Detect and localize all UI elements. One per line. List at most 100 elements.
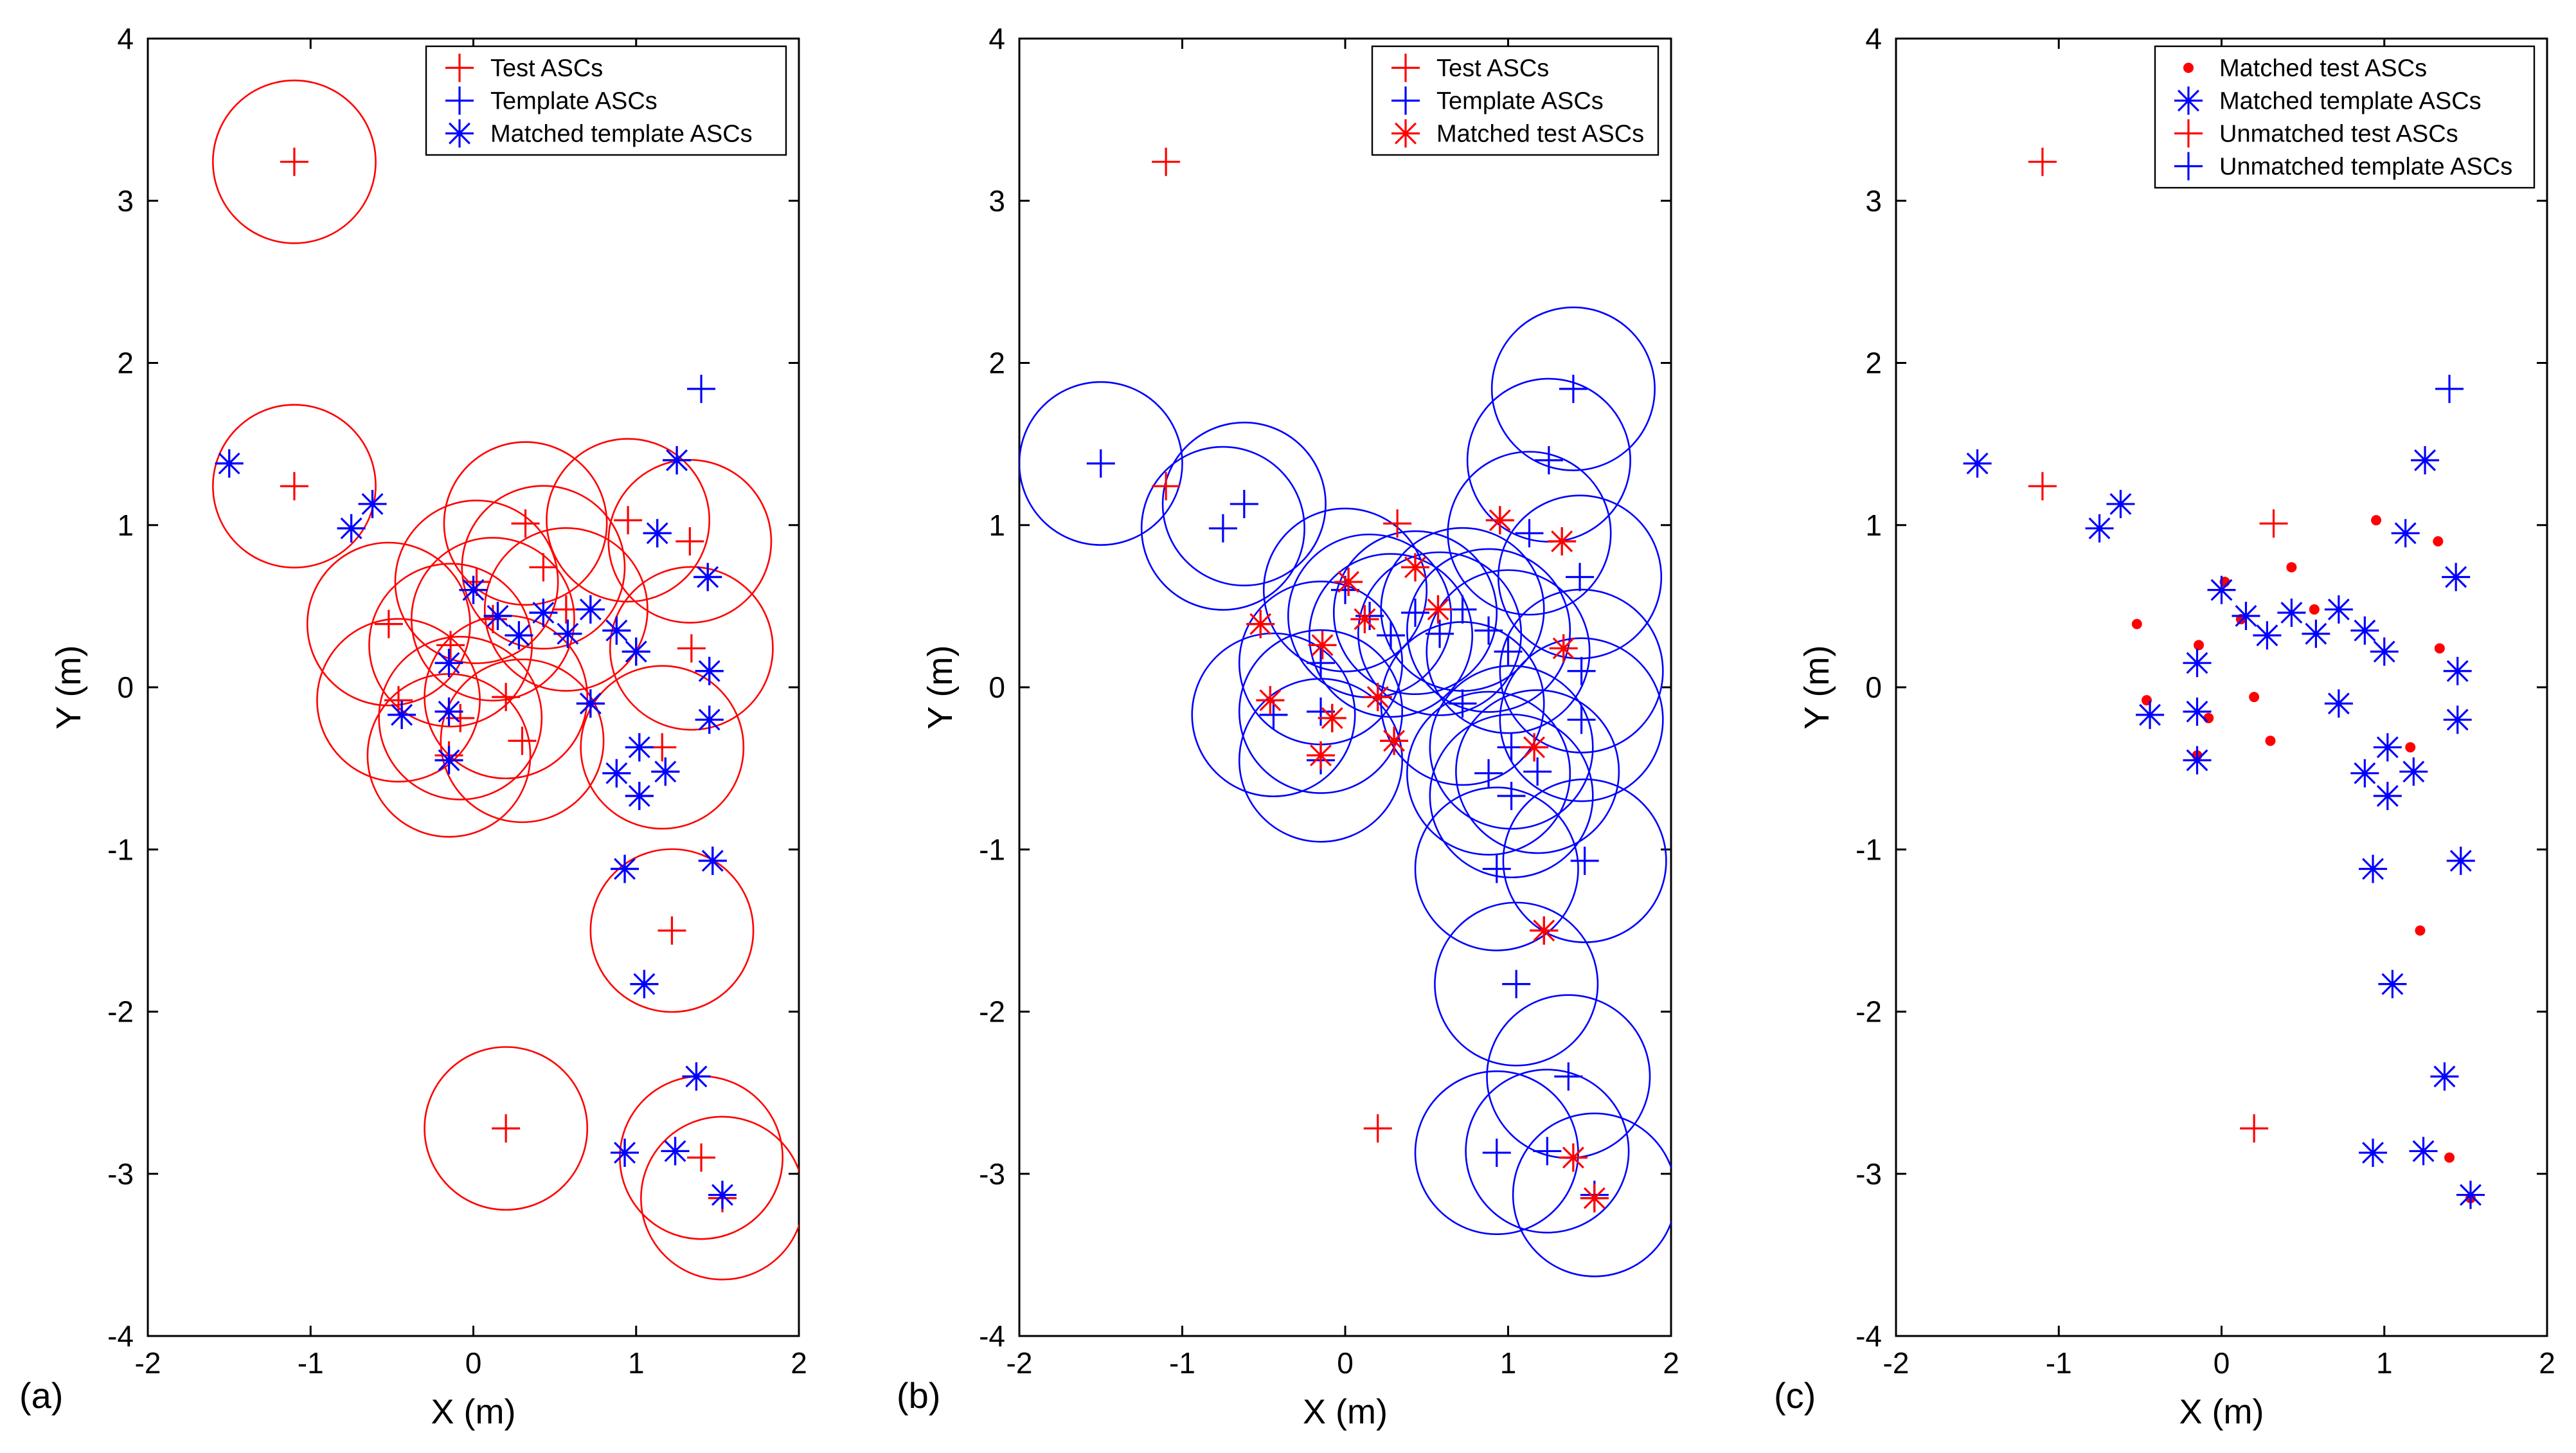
matched-template-ascs-point bbox=[698, 846, 727, 875]
y-axis-label: Y (m) bbox=[49, 645, 88, 730]
template-ascs-point bbox=[1567, 656, 1596, 685]
panel-letter: (c) bbox=[1774, 1375, 1816, 1416]
template-ascs-point bbox=[1497, 782, 1526, 811]
matched-template-ascs-point bbox=[2253, 621, 2282, 650]
legend-marker bbox=[445, 53, 474, 82]
matched-test-ascs-point bbox=[2309, 604, 2320, 615]
match-radius-circle bbox=[1499, 637, 1664, 802]
legend-label: Matched template ASCs bbox=[490, 121, 753, 148]
y-axis-label: Y (m) bbox=[921, 645, 960, 730]
matched-template-ascs-point bbox=[2183, 649, 2212, 678]
legend-marker bbox=[1391, 86, 1420, 115]
chart-panel: -2 -1 0 1 2 -4 -3 -2 -1 0 1 2 3 4 X (m) Y (m) (b) Test AS… bbox=[897, 22, 1679, 1431]
y-tick-label: -4 bbox=[1856, 1319, 1882, 1353]
legend: Test ASCs Template ASCs Matched template A… bbox=[425, 45, 787, 156]
template-ascs-point bbox=[1534, 446, 1563, 474]
template-ascs-point bbox=[1448, 595, 1477, 624]
matched-template-ascs-point bbox=[2277, 598, 2306, 627]
y-tick-label: 3 bbox=[1865, 184, 1882, 217]
x-tick-label: 0 bbox=[2214, 1346, 2230, 1380]
template-ascs-point bbox=[1306, 649, 1335, 678]
panel-letter: (b) bbox=[897, 1375, 940, 1416]
matched-template-ascs-point bbox=[1963, 449, 1992, 478]
match-radius-circle bbox=[211, 404, 377, 569]
data-layer bbox=[211, 79, 799, 1281]
x-tick-label: 1 bbox=[2376, 1346, 2393, 1380]
match-radius-circle bbox=[1434, 901, 1599, 1067]
unmatched-test-ascs-point bbox=[2028, 472, 2057, 501]
legend-label: Matched template ASCs bbox=[2219, 88, 2482, 115]
matched-test-ascs-point bbox=[1350, 605, 1379, 634]
legend-box bbox=[425, 45, 787, 156]
legend: Matched test ASCs Matched template ASCs Un… bbox=[2154, 45, 2536, 189]
test-ascs-point bbox=[675, 527, 704, 555]
legend-marker bbox=[2174, 152, 2203, 181]
legend-label: Unmatched template ASCs bbox=[2219, 154, 2512, 181]
match-radius-circle bbox=[1447, 451, 1612, 616]
template-ascs-point bbox=[1426, 619, 1454, 648]
match-radius-circle bbox=[440, 658, 605, 824]
matched-template-ascs-point bbox=[529, 598, 558, 627]
y-tick-label: -2 bbox=[107, 995, 134, 1029]
template-ascs-point bbox=[1448, 689, 1477, 718]
legend-marker bbox=[445, 119, 474, 148]
y-tick-label: -4 bbox=[979, 1319, 1005, 1353]
x-tick-label: -1 bbox=[2046, 1346, 2072, 1380]
x-tick-label: 0 bbox=[1337, 1346, 1354, 1380]
template-ascs-point bbox=[1208, 514, 1237, 543]
match-radius-circle bbox=[410, 537, 575, 701]
matched-test-ascs-point bbox=[1246, 609, 1275, 638]
matched-template-ascs-point bbox=[2446, 846, 2475, 875]
legend-label: Test ASCs bbox=[1436, 55, 1549, 82]
matched-template-ascs-point bbox=[2443, 656, 2472, 685]
match-radius-circle bbox=[589, 848, 755, 1013]
matched-test-ascs-point bbox=[2433, 536, 2444, 546]
matched-template-ascs-point bbox=[708, 1180, 737, 1209]
test-ascs-point bbox=[436, 631, 465, 660]
legend-label: Template ASCs bbox=[1436, 88, 1604, 115]
matched-template-ascs-point bbox=[651, 757, 680, 786]
test-ascs-point bbox=[478, 605, 507, 634]
matched-template-ascs-point bbox=[661, 1137, 690, 1166]
legend-label: Template ASCs bbox=[490, 88, 657, 115]
match-radius-circle bbox=[368, 563, 533, 728]
template-ascs-point bbox=[1474, 759, 1503, 788]
matched-test-ascs-point bbox=[1380, 726, 1409, 755]
matched-test-ascs-point bbox=[2131, 618, 2142, 629]
y-tick-label: 2 bbox=[117, 347, 134, 380]
y-tick-label: -4 bbox=[107, 1319, 134, 1353]
match-radius-circle bbox=[483, 527, 648, 692]
match-radius-circle bbox=[424, 1046, 589, 1211]
y-tick-label: -3 bbox=[107, 1157, 134, 1191]
template-ascs-point bbox=[1474, 616, 1503, 645]
x-tick-label: -1 bbox=[298, 1346, 324, 1380]
match-radius-circle bbox=[1426, 569, 1591, 734]
match-radius-circle bbox=[1019, 381, 1183, 546]
matched-template-ascs-point bbox=[434, 697, 463, 726]
template-ascs-point bbox=[1259, 700, 1288, 729]
x-tick-label: 1 bbox=[628, 1346, 645, 1380]
test-ascs-point bbox=[687, 1143, 716, 1172]
template-ascs-point bbox=[1567, 705, 1596, 734]
matched-template-ascs-point bbox=[2370, 637, 2399, 666]
match-radius-circle bbox=[1161, 421, 1327, 587]
template-ascs-point bbox=[1230, 489, 1258, 518]
x-tick-label: 2 bbox=[791, 1346, 807, 1380]
match-radius-circle bbox=[378, 636, 543, 800]
template-ascs-point bbox=[1376, 621, 1405, 650]
matched-template-ascs-point bbox=[663, 446, 692, 474]
test-ascs-point bbox=[657, 916, 686, 945]
legend-label: Unmatched test ASCs bbox=[2219, 121, 2458, 148]
x-tick-label: -1 bbox=[1169, 1346, 1195, 1380]
matched-template-ascs-point bbox=[2442, 563, 2471, 591]
matched-test-ascs-point bbox=[1549, 634, 1578, 663]
y-tick-label: -2 bbox=[979, 995, 1005, 1029]
matched-template-ascs-point bbox=[505, 621, 533, 650]
data-layer bbox=[1963, 147, 2485, 1209]
matched-test-ascs-point bbox=[1424, 595, 1453, 624]
template-ascs-point bbox=[687, 374, 716, 403]
legend-label: Matched test ASCs bbox=[2219, 55, 2427, 82]
matched-template-ascs-point bbox=[358, 489, 387, 518]
match-radius-circle bbox=[443, 441, 608, 606]
match-radius-circle bbox=[1191, 632, 1356, 797]
